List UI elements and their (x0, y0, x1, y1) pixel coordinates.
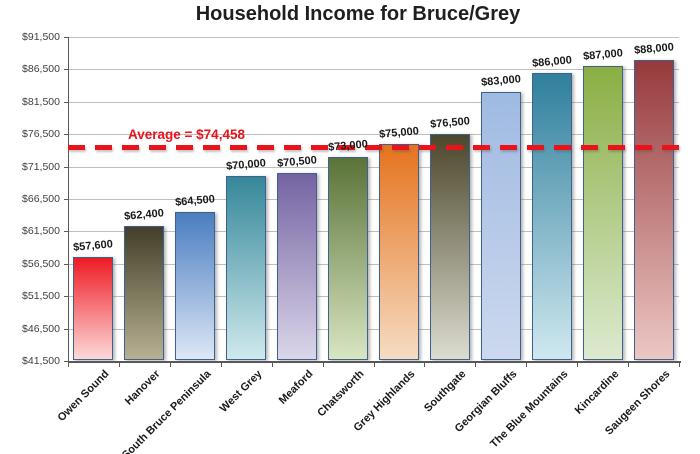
y-axis-tick (64, 263, 68, 265)
y-axis-label: $56,500 (22, 257, 60, 270)
gridline (68, 328, 679, 330)
bar-grey-highlands (378, 143, 419, 360)
gridline (68, 37, 679, 38)
y-axis-tick (64, 166, 68, 168)
gridline (68, 231, 679, 233)
gridline (68, 296, 679, 298)
gridline (68, 101, 679, 103)
bar-chatsworth (328, 156, 369, 360)
y-axis-tick (64, 296, 68, 298)
x-axis-tick (220, 363, 222, 367)
y-axis-tick (64, 328, 68, 330)
bar-value-label: $70,500 (276, 154, 318, 170)
gridline (68, 199, 679, 200)
y-axis-tick (64, 134, 68, 136)
x-axis-tick (679, 363, 680, 367)
x-axis-tick (424, 363, 426, 367)
x-axis-tick (118, 363, 120, 367)
bar-hanover (124, 225, 165, 360)
y-axis-tick (64, 361, 68, 362)
bar-value-label: $83,000 (480, 73, 522, 89)
y-axis-label: $76,500 (22, 128, 60, 141)
bar-value-label: $64,500 (174, 193, 216, 209)
y-axis-label: $46,500 (22, 322, 60, 335)
x-axis-tick (271, 363, 273, 367)
y-axis-label: $71,500 (22, 160, 60, 173)
y-axis-label: $51,500 (22, 290, 60, 303)
bar-georgian-bluffs (480, 92, 521, 360)
bar-value-label: $57,600 (73, 237, 114, 254)
x-axis (68, 361, 681, 363)
x-axis-tick (628, 363, 630, 367)
bar-value-label: $76,500 (429, 115, 471, 131)
y-axis-label: $86,500 (22, 63, 60, 76)
average-value-annotation: Average = $74,458 (128, 127, 245, 142)
bar-kincardine (582, 66, 623, 360)
y-axis-label: $66,500 (22, 193, 60, 205)
y-axis-label: $41,500 (22, 355, 60, 367)
x-axis-tick (526, 363, 528, 367)
x-axis-tick (68, 363, 69, 367)
bar-saugeen-shores (633, 59, 674, 360)
average-dashed-line (68, 145, 687, 151)
gridline (68, 263, 679, 265)
y-axis (68, 37, 69, 361)
y-axis-tick (64, 37, 68, 38)
y-axis-tick (64, 231, 68, 233)
x-axis-tick (475, 363, 477, 367)
bar-value-label: $88,000 (633, 40, 674, 57)
y-axis-label: $61,500 (22, 225, 60, 238)
y-axis-tick (64, 69, 68, 71)
bar-west-grey (226, 176, 267, 360)
y-axis-tick (64, 101, 68, 103)
x-axis-tick (169, 363, 171, 367)
bar-owen-sound (73, 256, 114, 360)
y-axis-tick (64, 199, 68, 200)
bar-southgate (429, 134, 470, 360)
x-axis-tick (373, 363, 375, 367)
y-axis-label: $81,500 (22, 95, 60, 108)
x-axis-tick (322, 363, 324, 367)
gridline (68, 134, 679, 136)
bar-meaford (277, 173, 318, 360)
gridline (68, 166, 679, 168)
y-axis-label: $91,500 (22, 31, 60, 43)
chart-title: Household Income for Bruce/Grey (195, 3, 521, 25)
gridline (68, 69, 679, 71)
x-axis-tick (577, 363, 579, 367)
bar-the-blue-mountains (531, 72, 572, 360)
bar-south-bruce-peninsula (175, 211, 216, 360)
